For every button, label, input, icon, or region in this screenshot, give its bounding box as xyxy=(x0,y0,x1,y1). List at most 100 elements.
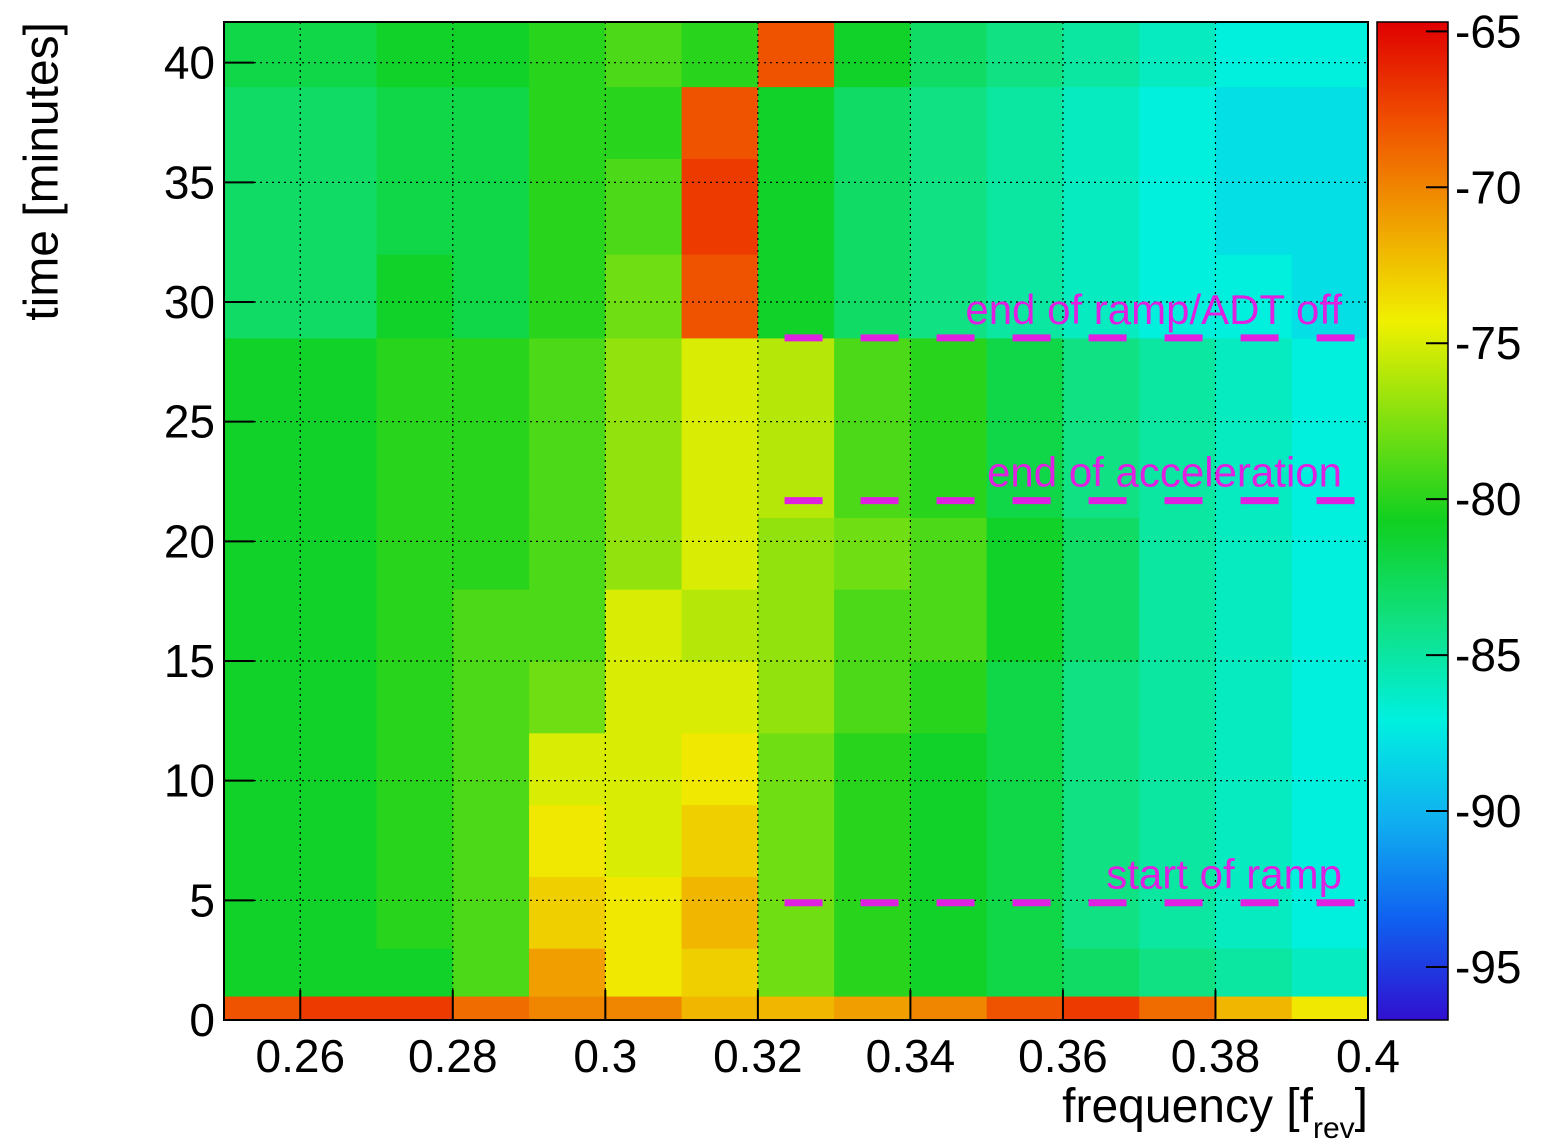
heatmap-cell xyxy=(1139,254,1216,339)
heatmap-cell xyxy=(1291,337,1369,447)
heatmap-cell xyxy=(757,254,835,339)
heatmap-cell xyxy=(986,254,1064,339)
heatmap-cell xyxy=(834,517,911,590)
heatmap-cell xyxy=(1291,948,1369,997)
heatmap-cell xyxy=(986,948,1064,997)
heatmap-cell xyxy=(605,996,683,1021)
heatmap-cell xyxy=(224,445,301,518)
heatmap-cell xyxy=(1215,158,1293,255)
heatmap-cell xyxy=(300,517,378,590)
heatmap-cell xyxy=(1062,337,1140,447)
heatmap-cell xyxy=(1215,445,1293,518)
heatmap-cell xyxy=(834,22,911,88)
heatmap-cell xyxy=(1215,254,1293,339)
heatmap-cell xyxy=(1062,517,1140,590)
heatmap-cell xyxy=(681,996,759,1021)
heatmap-cell xyxy=(1215,517,1293,590)
heatmap-cell xyxy=(681,254,759,339)
heatmap-cell xyxy=(1291,876,1369,949)
heatmap-cell xyxy=(605,337,683,447)
heatmap-cell xyxy=(376,86,454,159)
heatmap-cell xyxy=(376,996,454,1021)
heatmap-cell xyxy=(300,732,378,806)
heatmap-cell xyxy=(681,804,759,877)
heatmap-cell xyxy=(834,948,911,997)
heatmap-cell xyxy=(757,337,835,447)
heatmap-cell xyxy=(910,589,988,662)
y-tick-label: 15 xyxy=(164,635,215,687)
heatmap-cell xyxy=(1291,445,1369,518)
heatmap-cell xyxy=(986,876,1064,949)
heatmap-cell xyxy=(529,589,606,662)
heatmap-cell xyxy=(834,86,911,159)
heatmap-cell xyxy=(681,445,759,518)
heatmap-cell xyxy=(681,337,759,447)
heatmap-cell xyxy=(910,86,988,159)
heatmap-cell xyxy=(986,86,1064,159)
heatmap-cell xyxy=(300,876,378,949)
heatmap-cell xyxy=(529,22,606,88)
heatmap-cell xyxy=(300,948,378,997)
heatmap-cell xyxy=(1062,732,1140,806)
heatmap-cell xyxy=(1139,804,1216,877)
heatmap-cell xyxy=(224,804,301,877)
heatmap-cell xyxy=(376,732,454,806)
heatmap-cell xyxy=(1062,804,1140,877)
heatmap-cell xyxy=(529,948,606,997)
heatmap-cell xyxy=(681,86,759,159)
heatmap-cell xyxy=(1139,22,1216,88)
heatmap-cell xyxy=(986,661,1064,734)
heatmap-cell xyxy=(1139,732,1216,806)
heatmap-cell xyxy=(605,445,683,518)
heatmap-cell xyxy=(452,22,530,88)
heatmap-cell xyxy=(1062,948,1140,997)
heatmap-cell xyxy=(452,661,530,734)
x-tick-label: 0.36 xyxy=(1018,1030,1108,1082)
heatmap-cell xyxy=(1291,254,1369,339)
colorbar-tick-label: -90 xyxy=(1455,785,1521,837)
heatmap-cell xyxy=(529,254,606,339)
heatmap-cell xyxy=(376,254,454,339)
heatmap-cell xyxy=(986,337,1064,447)
heatmap-cell xyxy=(1062,254,1140,339)
heatmap-cell xyxy=(910,517,988,590)
heatmap-cell xyxy=(376,158,454,255)
heatmap-cell xyxy=(529,732,606,806)
heatmap-cell xyxy=(376,876,454,949)
y-tick-label: 0 xyxy=(189,994,215,1046)
heatmap-cell xyxy=(452,804,530,877)
heatmap-cell xyxy=(757,996,835,1021)
x-tick-label: 0.26 xyxy=(256,1030,346,1082)
heatmap-cell xyxy=(757,732,835,806)
heatmap-cell xyxy=(376,517,454,590)
heatmap-cell xyxy=(910,876,988,949)
heatmap-cell xyxy=(452,996,530,1021)
heatmap-cell xyxy=(376,337,454,447)
heatmap-cell xyxy=(1291,86,1369,159)
y-tick-label: 10 xyxy=(164,755,215,807)
heatmap-cell xyxy=(1215,996,1293,1021)
heatmap-cell xyxy=(986,22,1064,88)
heatmap-cell xyxy=(529,158,606,255)
heatmap-cell xyxy=(224,22,301,88)
heatmap-cell xyxy=(1139,86,1216,159)
heatmap-cell xyxy=(452,158,530,255)
heatmap-cell xyxy=(681,876,759,949)
heatmap-cell xyxy=(605,661,683,734)
plot-frame xyxy=(223,21,1369,1021)
heatmap-cell xyxy=(834,661,911,734)
heatmap-cell xyxy=(1215,804,1293,877)
heatmap-cell xyxy=(1062,661,1140,734)
heatmap-cell xyxy=(1291,996,1369,1021)
x-tick-label: 0.34 xyxy=(866,1030,956,1082)
heatmap-cell xyxy=(529,86,606,159)
annotation: end of acceleration xyxy=(987,449,1342,496)
annotation: end of ramp/ADT off xyxy=(965,286,1342,333)
heatmap-cell xyxy=(452,876,530,949)
heatmap-cell xyxy=(757,589,835,662)
heatmap-cell xyxy=(1139,445,1216,518)
heatmap-cell xyxy=(605,804,683,877)
heatmap-cell xyxy=(757,804,835,877)
heatmap-cell xyxy=(910,337,988,447)
